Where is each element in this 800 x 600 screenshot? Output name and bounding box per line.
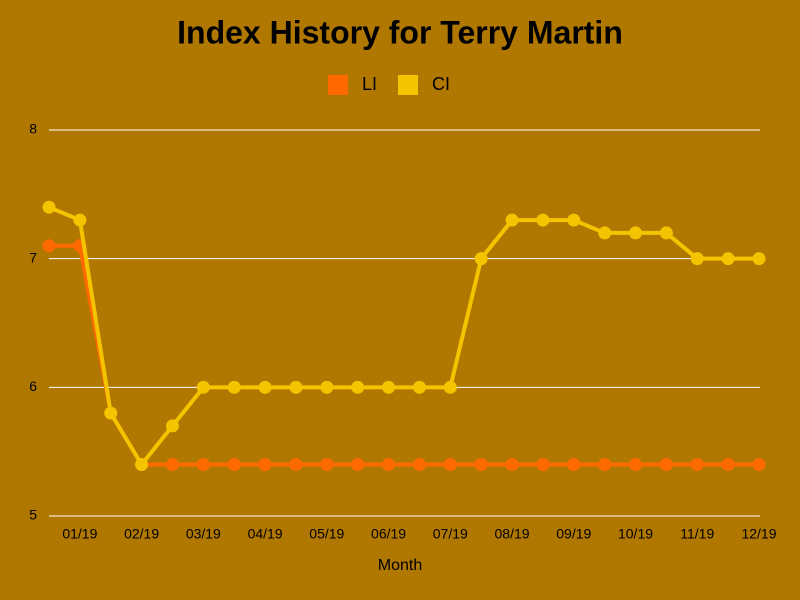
y-tick-label: 5 [29,507,37,523]
data-point [536,458,550,472]
data-point [412,458,426,472]
data-point [289,380,303,394]
data-point [351,380,365,394]
x-tick-label: 03/19 [186,526,221,542]
data-point [104,406,118,420]
data-point [567,458,581,472]
data-point [289,458,303,472]
x-tick-label: 09/19 [556,526,591,542]
x-tick-label: 06/19 [371,526,406,542]
data-point [659,458,673,472]
data-point [382,380,396,394]
data-point [135,458,149,472]
y-tick-label: 7 [29,249,37,265]
data-point [258,458,272,472]
data-point [412,380,426,394]
data-point [73,213,87,227]
data-point [320,380,334,394]
data-point [320,458,334,472]
data-point [659,226,673,240]
data-point [196,380,210,394]
x-axis-label: Month [378,557,422,574]
data-point [165,419,179,433]
data-point [505,213,519,227]
data-point [598,458,612,472]
data-point [351,458,365,472]
data-point [629,458,643,472]
data-point [196,458,210,472]
data-point [382,458,396,472]
data-point [752,252,766,266]
legend: LI CI [328,74,450,95]
data-point [752,458,766,472]
x-tick-label: 01/19 [62,526,97,542]
data-point [443,458,457,472]
data-point [536,213,550,227]
data-point [505,458,519,472]
data-point [567,213,581,227]
data-point [227,380,241,394]
data-point [629,226,643,240]
x-tick-label: 07/19 [433,526,468,542]
data-point [227,458,241,472]
legend-swatch [328,75,348,95]
data-point [258,380,272,394]
x-tick-label: 05/19 [309,526,344,542]
y-tick-label: 6 [29,378,37,394]
x-tick-label: 12/19 [741,526,776,542]
legend-swatch [398,75,418,95]
chart-title: Index History for Terry Martin [177,14,623,50]
x-tick-label: 11/19 [680,526,714,542]
data-point [721,252,735,266]
data-point [474,458,488,472]
legend-label: CI [432,74,450,94]
data-point [443,380,457,394]
x-tick-label: 10/19 [618,526,653,542]
legend-label: LI [362,74,377,94]
data-point [474,252,488,266]
data-point [165,458,179,472]
data-point [598,226,612,240]
data-point [42,200,56,214]
y-tick-label: 8 [29,121,37,137]
data-point [721,458,735,472]
data-point [42,239,56,253]
x-tick-label: 04/19 [248,526,283,542]
data-point [690,458,704,472]
data-point [690,252,704,266]
x-tick-label: 08/19 [495,526,530,542]
x-tick-label: 02/19 [124,526,159,542]
